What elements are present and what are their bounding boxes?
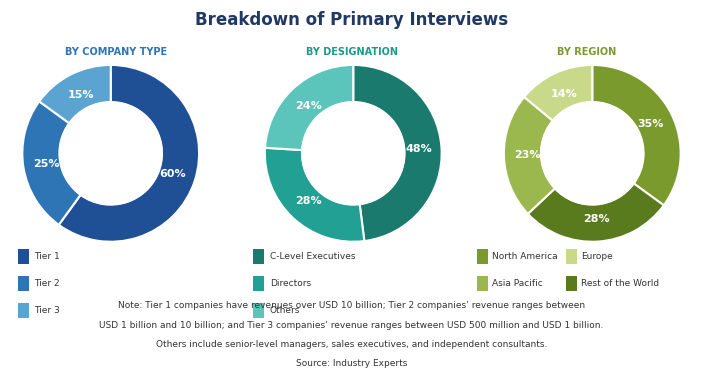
Wedge shape [504, 97, 555, 214]
Text: BY COMPANY TYPE: BY COMPANY TYPE [65, 47, 167, 57]
Text: Directors: Directors [270, 279, 311, 288]
Text: C-Level Executives: C-Level Executives [270, 252, 356, 261]
Text: 23%: 23% [514, 150, 540, 160]
Text: 60%: 60% [160, 169, 186, 178]
Text: 24%: 24% [295, 101, 322, 111]
Text: USD 1 billion and 10 billion; and Tier 3 companies’ revenue ranges between USD 5: USD 1 billion and 10 billion; and Tier 3… [99, 321, 604, 329]
Text: 14%: 14% [551, 89, 578, 99]
Circle shape [541, 102, 643, 205]
Text: BY REGION: BY REGION [557, 47, 617, 57]
Text: Note: Tier 1 companies have revenues over USD 10 billion; Tier 2 companies’ reve: Note: Tier 1 companies have revenues ove… [118, 301, 585, 310]
Wedge shape [592, 65, 681, 205]
Circle shape [302, 102, 404, 205]
Text: Asia Pacific: Asia Pacific [492, 279, 543, 288]
Wedge shape [524, 65, 593, 121]
Wedge shape [265, 65, 354, 150]
Text: Europe: Europe [581, 252, 613, 261]
Text: 48%: 48% [405, 144, 432, 154]
Wedge shape [528, 184, 664, 242]
Text: Others: Others [270, 306, 300, 315]
Text: Breakdown of Primary Interviews: Breakdown of Primary Interviews [195, 11, 508, 29]
Text: Tier 2: Tier 2 [34, 279, 60, 288]
Text: 35%: 35% [638, 119, 664, 129]
Wedge shape [22, 101, 81, 225]
Text: 25%: 25% [33, 159, 59, 169]
Wedge shape [265, 148, 364, 242]
Wedge shape [39, 65, 111, 123]
Text: North America: North America [492, 252, 557, 261]
Circle shape [60, 102, 162, 205]
Text: 28%: 28% [295, 196, 322, 206]
Text: Rest of the World: Rest of the World [581, 279, 659, 288]
Text: Tier 1: Tier 1 [34, 252, 60, 261]
Text: 15%: 15% [67, 90, 94, 100]
Text: Tier 3: Tier 3 [34, 306, 60, 315]
Text: Source: Industry Experts: Source: Industry Experts [296, 359, 407, 368]
Wedge shape [353, 65, 441, 241]
Text: BY DESIGNATION: BY DESIGNATION [306, 47, 397, 57]
Text: Others include senior-level managers, sales executives, and independent consulta: Others include senior-level managers, sa… [156, 340, 547, 349]
Text: 28%: 28% [583, 214, 610, 224]
Wedge shape [59, 65, 199, 242]
